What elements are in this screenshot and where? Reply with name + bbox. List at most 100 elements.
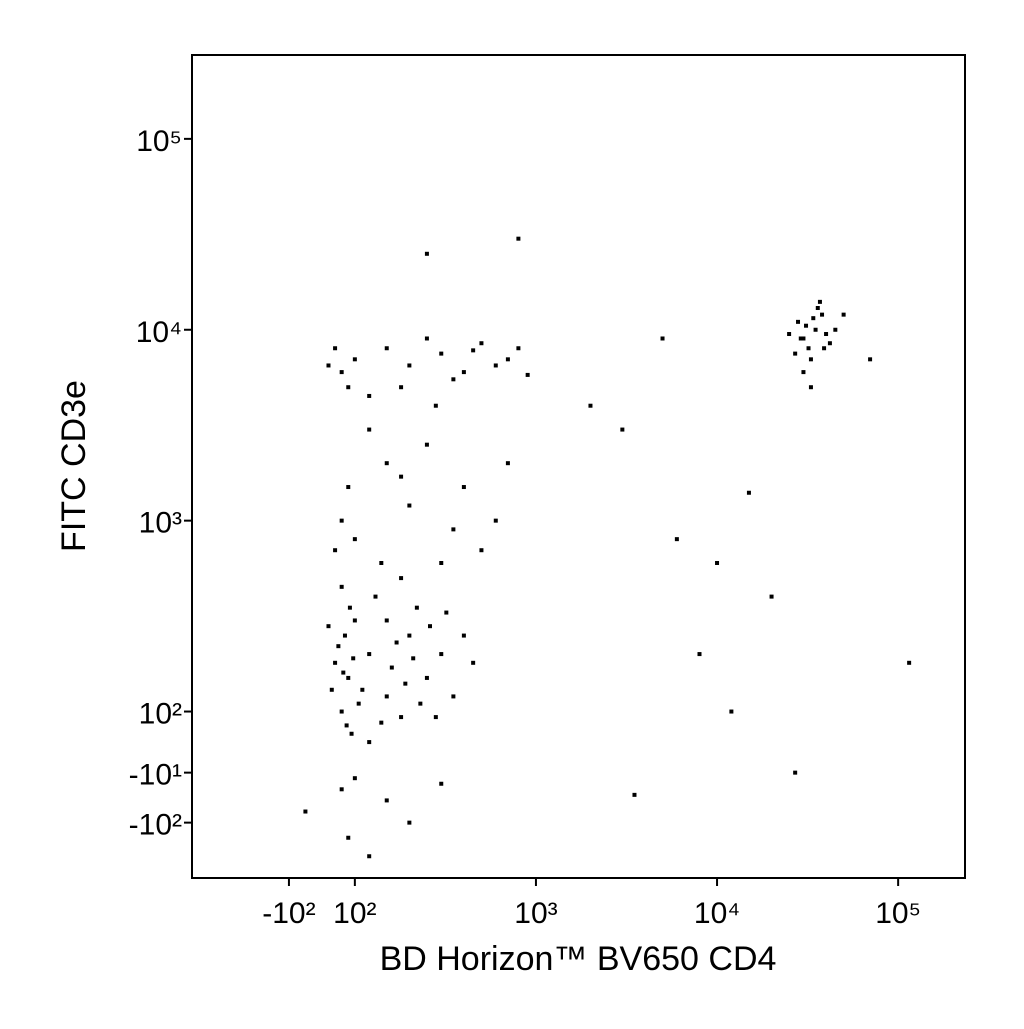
point	[769, 594, 774, 599]
point	[815, 306, 820, 311]
y-tick-label: 10⁵	[136, 125, 182, 158]
point	[479, 341, 484, 346]
point	[824, 332, 829, 337]
point	[333, 660, 338, 665]
point	[339, 787, 344, 792]
point	[356, 701, 361, 706]
point	[360, 687, 365, 692]
point	[346, 675, 351, 680]
point	[833, 327, 838, 332]
point	[346, 835, 351, 840]
y-axis-label: FITC CD3e	[55, 380, 93, 552]
point	[342, 633, 347, 638]
plot-frame	[191, 54, 966, 879]
y-tick-label: -10²	[129, 809, 182, 842]
point	[403, 681, 408, 686]
point	[373, 594, 378, 599]
point	[806, 346, 811, 351]
x-tick-label: 10³	[514, 897, 557, 930]
point	[379, 560, 384, 565]
point	[347, 605, 352, 610]
y-tick-label: 10²	[139, 698, 182, 731]
y-tick-label: -10¹	[129, 759, 182, 792]
point	[407, 363, 412, 368]
point	[326, 624, 331, 629]
point	[439, 351, 444, 356]
point	[384, 346, 389, 351]
point	[428, 624, 433, 629]
point	[336, 644, 341, 649]
point	[451, 694, 456, 699]
point	[418, 701, 423, 706]
point	[384, 694, 389, 699]
point	[407, 503, 412, 508]
point	[424, 336, 429, 341]
point	[399, 715, 404, 720]
point	[796, 319, 801, 324]
point	[367, 740, 372, 745]
point	[525, 372, 530, 377]
point	[471, 348, 476, 353]
y-tick-label: 10³	[139, 507, 182, 540]
point	[907, 660, 912, 665]
point	[505, 461, 510, 466]
y-tick-label: 10⁴	[136, 316, 182, 349]
point	[433, 715, 438, 720]
point	[352, 357, 357, 362]
point	[433, 403, 438, 408]
point	[329, 687, 334, 692]
point	[451, 377, 456, 382]
point	[822, 346, 827, 351]
point	[588, 403, 593, 408]
point	[787, 332, 792, 337]
point	[804, 323, 809, 328]
point	[493, 518, 498, 523]
point	[746, 490, 751, 495]
point	[439, 652, 444, 657]
point	[339, 518, 344, 523]
point	[394, 640, 399, 645]
point	[841, 312, 846, 317]
point	[811, 316, 816, 321]
point	[341, 670, 346, 675]
point	[801, 370, 806, 375]
point	[367, 854, 372, 859]
point	[451, 527, 456, 532]
point	[339, 709, 344, 714]
point	[303, 809, 308, 814]
point	[461, 633, 466, 638]
point	[479, 548, 484, 553]
point	[697, 652, 702, 657]
point	[715, 560, 720, 565]
point	[411, 656, 416, 661]
point	[439, 781, 444, 786]
point	[439, 560, 444, 565]
point	[516, 236, 521, 241]
point	[339, 370, 344, 375]
point	[333, 548, 338, 553]
point	[407, 633, 412, 638]
point	[414, 605, 419, 610]
point	[461, 485, 466, 490]
point	[493, 363, 498, 368]
x-tick-label: -10²	[262, 897, 315, 930]
point	[389, 665, 394, 670]
point	[349, 731, 354, 736]
point	[339, 584, 344, 589]
x-tick-label: 10⁴	[694, 897, 740, 930]
point	[407, 820, 412, 825]
point	[333, 346, 338, 351]
point	[346, 385, 351, 390]
point	[801, 336, 806, 341]
point	[367, 652, 372, 657]
point	[820, 312, 825, 317]
point	[632, 792, 637, 797]
point	[424, 251, 429, 256]
point	[352, 776, 357, 781]
point	[798, 336, 803, 341]
point	[817, 299, 822, 304]
point	[620, 427, 625, 432]
point	[384, 618, 389, 623]
point	[674, 537, 679, 542]
point	[352, 537, 357, 542]
